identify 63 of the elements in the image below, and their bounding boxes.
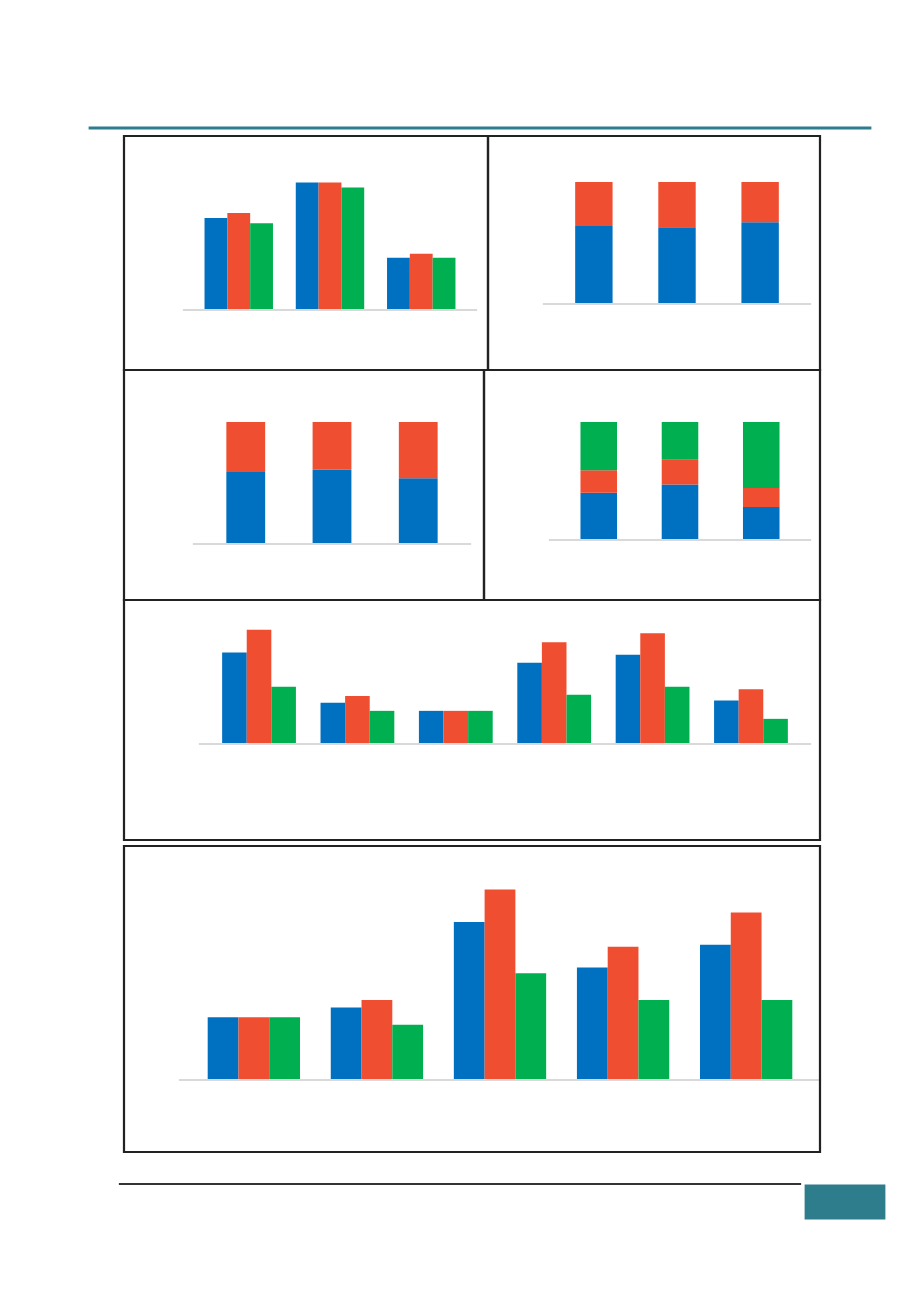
bar xyxy=(398,422,438,479)
bar xyxy=(661,421,699,460)
bar xyxy=(661,459,699,485)
bar xyxy=(204,218,228,310)
bar xyxy=(330,1007,362,1080)
bar xyxy=(575,225,613,304)
bar xyxy=(700,944,731,1080)
bar xyxy=(515,973,547,1080)
bar xyxy=(320,702,346,744)
bar xyxy=(761,1000,793,1080)
bar xyxy=(418,710,444,744)
bar xyxy=(345,696,370,744)
bar xyxy=(443,710,469,744)
bar xyxy=(640,633,665,744)
bar xyxy=(580,470,618,493)
bar xyxy=(312,422,352,470)
bar xyxy=(742,421,780,489)
bar xyxy=(741,222,779,304)
bar xyxy=(226,472,266,544)
bar xyxy=(318,182,342,310)
bar xyxy=(269,1017,300,1080)
bar xyxy=(541,642,567,744)
bar xyxy=(580,492,618,540)
bar xyxy=(392,1024,424,1080)
bar xyxy=(664,686,690,744)
bar xyxy=(661,484,699,540)
bar xyxy=(615,654,641,744)
bar xyxy=(361,1000,393,1080)
bar xyxy=(517,662,542,744)
bar xyxy=(580,421,618,471)
bar xyxy=(742,488,780,507)
bar xyxy=(432,257,456,310)
bar xyxy=(468,710,493,744)
bar xyxy=(398,478,438,544)
bar xyxy=(341,187,365,310)
bar xyxy=(207,1017,239,1080)
bar xyxy=(658,182,696,228)
bar xyxy=(222,652,247,744)
bar xyxy=(387,257,410,310)
bar xyxy=(453,921,485,1080)
bar xyxy=(738,689,764,744)
bar xyxy=(238,1017,270,1080)
bar xyxy=(607,946,639,1080)
bar xyxy=(763,718,788,744)
bar xyxy=(312,469,352,544)
bar xyxy=(271,686,296,744)
bar xyxy=(658,227,696,304)
bar xyxy=(742,506,780,540)
bar xyxy=(730,912,762,1080)
bar xyxy=(246,629,272,744)
bar xyxy=(250,223,273,310)
bar xyxy=(484,889,516,1080)
bar xyxy=(741,182,779,223)
bar xyxy=(714,700,739,744)
bar xyxy=(226,422,266,473)
bar xyxy=(369,710,395,744)
bar xyxy=(638,1000,670,1080)
bar xyxy=(576,967,608,1080)
bar xyxy=(566,694,592,744)
bar xyxy=(409,253,433,310)
bar xyxy=(227,213,251,310)
bar xyxy=(295,182,319,310)
bar xyxy=(575,182,613,226)
